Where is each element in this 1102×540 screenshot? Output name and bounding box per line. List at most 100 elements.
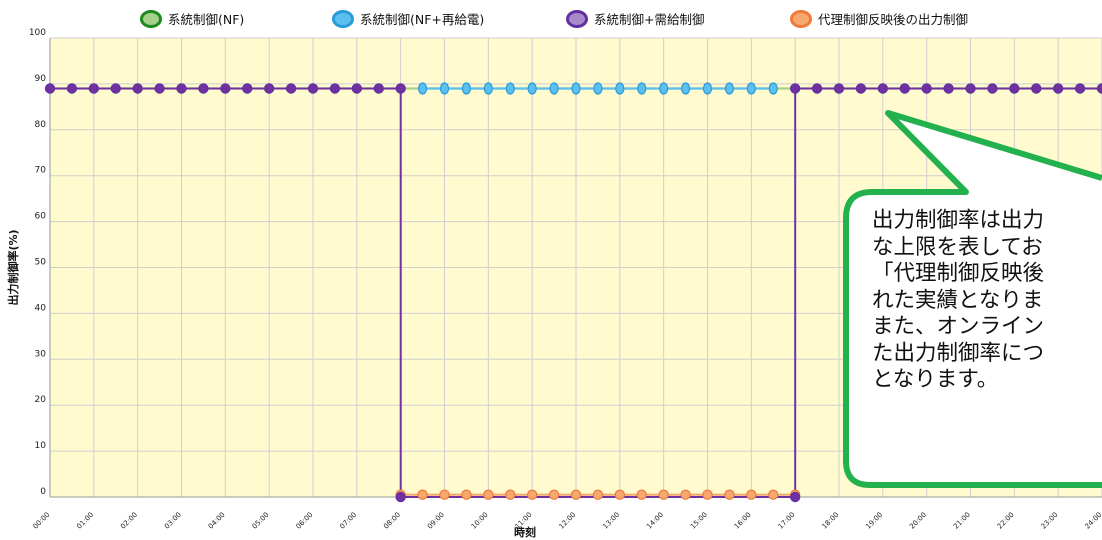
x-tick-label: 00:00 [31, 511, 51, 531]
data-point-proxy-control [636, 489, 647, 500]
x-tick-label: 03:00 [163, 511, 183, 531]
data-point-supply-demand [329, 83, 341, 94]
data-point-nf-redispatch [483, 82, 493, 95]
data-point-nf-redispatch [637, 82, 647, 95]
data-point-proxy-control [724, 489, 735, 500]
data-point-proxy-control [570, 489, 582, 500]
data-point-supply-demand [176, 83, 187, 94]
legend-item-nf-redispatch[interactable]: 系統制御(NF+再給電) [332, 9, 484, 28]
x-tick-label: 16:00 [733, 511, 753, 531]
y-tick-label: 60 [35, 212, 47, 222]
data-point-nf-redispatch [593, 82, 603, 95]
data-point-proxy-control [614, 489, 626, 500]
data-point-supply-demand [242, 83, 253, 94]
data-point-supply-demand [1052, 83, 1064, 94]
data-point-proxy-control [461, 489, 472, 500]
data-point-proxy-control [680, 489, 691, 500]
data-point-supply-demand [307, 83, 319, 94]
data-point-nf-redispatch [724, 82, 735, 95]
legend-label-nf-redispatch: 系統制御(NF+再給電) [360, 12, 485, 27]
legend-swatch-nf [140, 9, 162, 28]
data-point-nf-redispatch [615, 82, 625, 95]
data-point-supply-demand [110, 83, 121, 94]
data-point-proxy-control [746, 489, 757, 500]
x-tick-label: 21:00 [952, 511, 972, 531]
data-point-supply-demand [263, 83, 275, 94]
data-point-supply-demand [789, 491, 801, 503]
data-point-supply-demand [1074, 83, 1086, 94]
data-point-supply-demand [1096, 83, 1102, 94]
data-point-nf-redispatch [659, 82, 669, 95]
series-line-supply-demand [50, 87, 1102, 498]
y-tick-label: 30 [35, 349, 47, 359]
y-tick-label: 80 [35, 120, 47, 130]
x-tick-label: 04:00 [207, 511, 227, 531]
data-point-nf-redispatch [768, 82, 778, 95]
legend-swatch-nf-redispatch [332, 9, 354, 28]
x-tick-label: 09:00 [426, 511, 446, 531]
y-tick-label: 10 [35, 441, 47, 451]
x-tick-label: 23:00 [1040, 511, 1060, 531]
x-tick-label: 05:00 [251, 511, 271, 531]
x-tick-label: 18:00 [820, 511, 840, 531]
y-axis-ticks: 0 10 20 30 40 50 60 70 80 90 100 [29, 28, 46, 497]
data-point-supply-demand [833, 83, 845, 94]
legend-item-nf[interactable]: 系統制御(NF) [140, 9, 244, 28]
data-point-nf-redispatch [461, 82, 472, 95]
data-point-proxy-control [548, 489, 560, 500]
series-points [44, 82, 1102, 503]
data-point-supply-demand [88, 83, 100, 94]
data-point-supply-demand [877, 83, 889, 94]
data-point-proxy-control [658, 489, 669, 500]
legend-swatch-supply-demand [566, 9, 588, 28]
x-tick-label: 13:00 [601, 511, 621, 531]
data-point-supply-demand [855, 83, 867, 94]
y-tick-label: 20 [35, 395, 47, 405]
x-tick-label: 20:00 [908, 511, 928, 531]
data-point-supply-demand [132, 83, 143, 94]
data-point-supply-demand [395, 491, 406, 503]
x-tick-label: 22:00 [996, 511, 1016, 531]
chart-legend: 系統制御(NF) 系統制御(NF+再給電) 系統制御+需給制御 代理制御反映後の… [0, 0, 1102, 34]
x-tick-label: 19:00 [864, 511, 884, 531]
callout-bubble [843, 110, 1102, 488]
data-point-nf-redispatch [571, 82, 581, 95]
x-tick-label: 06:00 [294, 511, 314, 531]
data-point-proxy-control [505, 489, 516, 500]
legend-label-nf: 系統制御(NF) [168, 12, 245, 27]
x-tick-label: 08:00 [382, 511, 402, 531]
x-tick-label: 01:00 [75, 511, 95, 531]
data-point-proxy-control [768, 489, 779, 500]
data-point-supply-demand [987, 83, 998, 94]
x-axis-title: 時刻 [514, 525, 536, 539]
data-point-supply-demand [965, 83, 976, 94]
callout-shape [843, 110, 1102, 488]
data-point-nf-redispatch [439, 82, 450, 95]
x-tick-label: 07:00 [338, 511, 358, 531]
x-tick-label: 02:00 [119, 511, 139, 531]
data-point-proxy-control [483, 489, 494, 500]
data-point-supply-demand [373, 83, 384, 94]
data-point-supply-demand [811, 83, 823, 94]
x-axis-ticks: 00:00 01:00 02:00 03:00 04:00 05:00 06:00 07:00… [31, 511, 1102, 531]
data-point-supply-demand [198, 83, 209, 94]
y-tick-label: 40 [35, 303, 47, 313]
legend-label-supply-demand: 系統制御+需給制御 [594, 12, 705, 27]
data-point-proxy-control [439, 489, 450, 500]
data-point-supply-demand [1009, 83, 1020, 94]
y-tick-label: 100 [29, 28, 46, 38]
legend-label-proxy-control: 代理制御反映後の出力制御 [818, 12, 969, 27]
legend-item-proxy-control[interactable]: 代理制御反映後の出力制御 [790, 9, 968, 28]
callout-text: 出力制御率は出力 な上限を表してお 「代理制御反映後 れた実績となりま また、オ… [872, 208, 1045, 392]
data-point-supply-demand [395, 83, 406, 94]
x-tick-label: 15:00 [689, 511, 709, 531]
legend-item-supply-demand[interactable]: 系統制御+需給制御 [566, 9, 704, 28]
legend-swatch-proxy-control [790, 9, 812, 28]
data-point-nf-redispatch [527, 82, 537, 95]
data-point-nf-redispatch [549, 82, 559, 95]
data-point-supply-demand [285, 83, 297, 94]
data-point-nf-redispatch [746, 82, 756, 95]
y-tick-label: 0 [40, 487, 46, 497]
x-tick-label: 12:00 [557, 511, 577, 531]
